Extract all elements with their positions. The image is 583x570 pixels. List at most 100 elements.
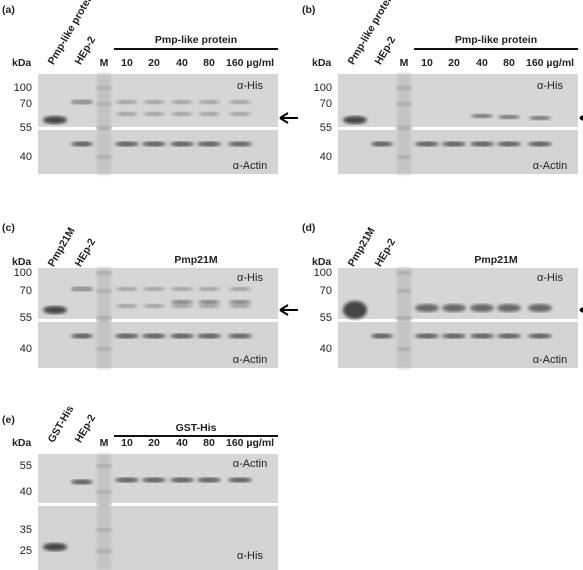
ladder-band — [97, 126, 111, 130]
dose-label: 40 — [476, 57, 488, 69]
sample-label: Pmp-like protein — [346, 0, 398, 67]
ladder-band — [397, 289, 411, 293]
band — [471, 114, 493, 118]
ladder-band — [97, 102, 111, 106]
band — [415, 333, 439, 339]
cells-label: HEp-2 — [73, 34, 99, 66]
upper-blot — [38, 268, 278, 319]
band — [228, 477, 252, 483]
ladder-band — [97, 490, 111, 494]
panel-label: (e) — [2, 414, 15, 426]
band — [198, 300, 220, 304]
band — [529, 116, 551, 120]
band — [442, 333, 466, 339]
arrow-head — [579, 306, 583, 314]
arrow-head — [279, 304, 289, 316]
dose-label: 80 — [503, 57, 515, 69]
group-label: Pmp-like protein — [155, 34, 237, 46]
ladder-band — [97, 289, 111, 293]
ladder-band — [97, 271, 111, 275]
band — [197, 141, 221, 147]
band — [415, 141, 439, 147]
band — [170, 333, 194, 339]
band — [198, 100, 220, 104]
band — [497, 304, 521, 312]
lower-blot — [338, 130, 578, 174]
band — [229, 287, 251, 291]
dose-label: 20 — [448, 57, 460, 69]
dose-label: 80 — [203, 57, 215, 69]
lower-blot — [38, 322, 278, 368]
ladder-smear — [97, 454, 111, 570]
band — [115, 141, 139, 147]
unit-label: kDa — [312, 256, 331, 268]
ladder-band — [397, 316, 411, 320]
band — [143, 100, 165, 104]
ladder-band — [97, 155, 111, 159]
band — [170, 477, 194, 483]
band — [142, 141, 166, 147]
lower-blot — [38, 130, 278, 174]
band — [470, 141, 494, 147]
ladder-label: 55 — [20, 122, 32, 134]
dose-label: 80 — [203, 437, 215, 449]
band — [143, 112, 165, 116]
band — [197, 477, 221, 483]
upper-antibody: α-His — [537, 272, 563, 284]
panel-label: (c) — [2, 222, 15, 234]
band — [229, 300, 251, 304]
group-label: Pmp21M — [174, 254, 217, 266]
marker-label: M — [100, 437, 109, 449]
lower-blot — [338, 322, 578, 368]
ladder-label: 55 — [320, 312, 332, 324]
band — [198, 287, 220, 291]
ladder-band — [397, 155, 411, 159]
ladder-label: 25 — [20, 545, 32, 557]
ladder-band — [397, 86, 411, 90]
panel-label: (d) — [302, 222, 315, 234]
band — [371, 141, 393, 147]
ladder-label: 100 — [314, 267, 332, 279]
band — [116, 287, 138, 291]
sample-label: Pmp-like protein — [46, 0, 98, 67]
panel-label: (a) — [2, 4, 15, 16]
ladder-label: 55 — [320, 122, 332, 134]
ladder-band — [97, 549, 111, 553]
band — [343, 301, 367, 319]
band — [442, 304, 466, 312]
dose-label: 160 µg/ml — [226, 437, 274, 449]
ladder-band — [397, 347, 411, 351]
band — [498, 115, 520, 119]
upper-antibody: α-Actin — [233, 458, 267, 470]
band — [229, 112, 251, 116]
band — [198, 304, 220, 308]
band — [228, 141, 252, 147]
group-label: GST-His — [176, 422, 217, 434]
ladder-smear — [97, 74, 111, 174]
ladder-band — [97, 347, 111, 351]
ladder-label: 40 — [320, 151, 332, 163]
ladder-label: 35 — [20, 524, 32, 536]
band — [115, 477, 139, 483]
band — [442, 141, 466, 147]
band — [528, 141, 552, 147]
dose-label: 40 — [176, 57, 188, 69]
band — [71, 333, 93, 339]
dose-label: 160 µg/ml — [526, 57, 574, 69]
lower-blot — [38, 506, 278, 570]
unit-label: kDa — [12, 437, 31, 449]
ladder-label: 40 — [320, 343, 332, 355]
band — [116, 100, 138, 104]
dose-label: 10 — [421, 57, 433, 69]
band — [470, 304, 494, 312]
band — [71, 479, 93, 485]
unit-label: kDa — [312, 57, 331, 69]
band — [115, 333, 139, 339]
marker-label: M — [400, 57, 409, 69]
dose-label: 40 — [176, 437, 188, 449]
band — [72, 100, 92, 104]
ladder-label: 100 — [314, 82, 332, 94]
